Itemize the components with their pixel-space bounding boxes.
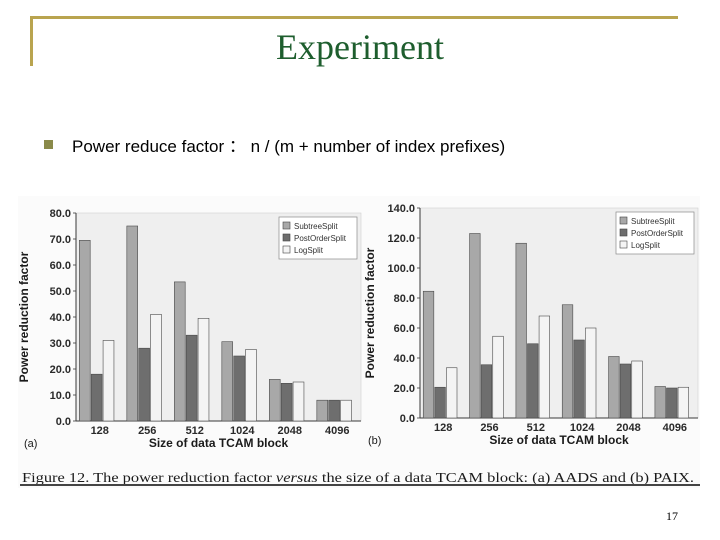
chart-a-bar-postordersplit xyxy=(233,355,245,422)
slide-frame-left xyxy=(30,16,33,66)
figure: 0.0 10.0 20.0 30.0 40.0 50.0 60.0 70.0 80.0 128 25… xyxy=(18,196,700,488)
chart-b-bar-logsplit xyxy=(585,327,597,419)
slide-frame-top xyxy=(30,16,678,19)
chart-a-bar-logsplit xyxy=(292,381,305,422)
chart-b-bar-logsplit xyxy=(631,360,643,419)
figure-charts: 0.0 10.0 20.0 30.0 40.0 50.0 60.0 70.0 80.0 128 25… xyxy=(18,196,700,488)
chart-a-legend-label: LogSplit xyxy=(294,246,324,255)
chart-b-bar-postordersplit xyxy=(666,387,678,419)
chart-a-ytick-label: 10.0 xyxy=(50,390,71,402)
chart-a-ytick-label: 50.0 xyxy=(50,286,71,298)
chart-a-bar-subtreesplit xyxy=(126,225,138,422)
chart-b-panel-label: (b) xyxy=(368,435,381,447)
chart-a-xtick-label: 1024 xyxy=(230,425,255,437)
chart-b-ytick-label: 40.0 xyxy=(394,353,415,365)
chart-a-y-axis-label: Power reduction factor xyxy=(18,251,31,382)
chart-a-xtick-label: 256 xyxy=(138,425,156,437)
chart-a-legend-box xyxy=(278,216,358,260)
chart-a-bar-postordersplit xyxy=(280,383,293,422)
chart-b-xtick-label: 128 xyxy=(434,422,452,434)
chart-b-xtick-label: 256 xyxy=(480,422,498,434)
chart-a-legend-swatch xyxy=(282,221,291,230)
chart-b-bar-subtreesplit xyxy=(422,290,435,419)
chart-a-bar-subtreesplit xyxy=(174,281,186,422)
chart-a-ytick-label: 80.0 xyxy=(50,208,71,220)
chart-b-bar-subtreesplit xyxy=(608,356,620,419)
chart-a-xtick-label: 512 xyxy=(186,425,204,437)
figure-caption-part: versus xyxy=(276,471,318,486)
chart-b-bar-postordersplit xyxy=(434,386,446,419)
chart-b-bar-logsplit xyxy=(538,315,550,419)
chart-b-bar-logsplit xyxy=(446,367,458,419)
chart-b-xtick-label: 2048 xyxy=(616,422,640,434)
chart-a-legend-swatch xyxy=(282,233,291,242)
chart-b-bar-subtreesplit xyxy=(654,386,666,419)
chart-a-xtick-label: 2048 xyxy=(278,425,302,437)
figure-caption-part: the size of a data TCAM block: (a) AADS … xyxy=(318,471,694,486)
chart-a-legend-label: PostOrderSplit xyxy=(294,234,347,243)
chart-b-bar-postordersplit xyxy=(573,339,585,419)
chart-b-bar-postordersplit xyxy=(480,364,493,419)
chart-a-xtick-label: 4096 xyxy=(325,425,349,437)
chart-b-legend-swatch xyxy=(619,228,628,237)
chart-b-bar-subtreesplit xyxy=(561,304,574,419)
chart-a-ytick-label: 70.0 xyxy=(50,234,71,246)
chart-b-bar-logsplit xyxy=(492,335,504,419)
chart-b-y-axis-label: Power reduction factor xyxy=(363,247,377,378)
chart-a-bar-logsplit xyxy=(340,399,352,422)
chart-a-ytick-label: 0.0 xyxy=(56,416,71,428)
chart-a-legend-swatch xyxy=(282,245,291,254)
figure-caption: Figure 12. The power reduction factor ve… xyxy=(22,471,694,486)
chart-a-bar-postordersplit xyxy=(185,334,198,422)
chart-b-bar-subtreesplit xyxy=(515,242,527,419)
chart-a-ytick-label: 40.0 xyxy=(50,312,71,324)
chart-b-ytick-label: 120.0 xyxy=(387,233,415,245)
chart-b-ytick-label: 20.0 xyxy=(394,383,415,395)
chart-b-ytick-label: 80.0 xyxy=(394,293,415,305)
chart-b-legend-swatch xyxy=(619,240,628,249)
chart-a-ytick-label: 30.0 xyxy=(50,338,71,350)
chart-b-ytick-label: 0.0 xyxy=(400,413,415,425)
chart-a-bar-subtreesplit xyxy=(79,239,91,422)
chart-b-bar-postordersplit xyxy=(527,343,539,419)
caption-rule xyxy=(20,484,700,486)
chart-a-ytick-label: 60.0 xyxy=(50,260,71,272)
chart-a-bar-subtreesplit xyxy=(269,379,281,422)
chart-a-bar-subtreesplit xyxy=(221,341,233,422)
chart-b-legend-label: PostOrderSplit xyxy=(631,229,684,238)
bullet-square-icon xyxy=(44,140,53,149)
page-number: 17 xyxy=(666,509,678,523)
chart-a-xtick-label: 128 xyxy=(91,425,109,437)
chart-a-bar-subtreesplit xyxy=(316,399,329,422)
bullet-text: Power reduce factor ： n / (m + number of… xyxy=(72,137,506,156)
chart-b-bar-logsplit xyxy=(677,386,689,419)
chart-a-ytick-label: 20.0 xyxy=(50,364,71,376)
chart-a-bar-logsplit xyxy=(150,314,162,422)
chart-b-legend-label: LogSplit xyxy=(631,241,661,250)
figure-caption-part: Figure 12. The power reduction factor xyxy=(22,471,276,486)
chart-b-ytick-label: 140.0 xyxy=(387,203,415,215)
chart-b-bar-subtreesplit xyxy=(469,233,481,419)
chart-b-ytick-label: 100.0 xyxy=(387,263,415,275)
chart-b-x-axis-label: Size of data TCAM block xyxy=(489,433,629,447)
chart-a-x-axis-label: Size of data TCAM block xyxy=(149,436,289,450)
chart-b-xtick-label: 512 xyxy=(527,422,545,434)
chart-a-bar-logsplit xyxy=(245,349,257,422)
chart-a-legend-label: SubtreeSplit xyxy=(294,222,338,231)
slide-title: Experiment xyxy=(276,27,444,67)
chart-b-legend-swatch xyxy=(619,216,628,225)
chart-a-bar-postordersplit xyxy=(328,399,340,422)
chart-a-panel-label: (a) xyxy=(24,438,37,450)
chart-a-bar-postordersplit xyxy=(90,373,103,422)
chart-b-legend-label: SubtreeSplit xyxy=(631,217,675,226)
chart-b-xtick-label: 1024 xyxy=(570,422,595,434)
chart-a-bar-logsplit xyxy=(102,340,115,422)
chart-b-bar-postordersplit xyxy=(619,363,632,419)
chart-a-bar-logsplit xyxy=(197,318,210,422)
chart-b-xtick-label: 4096 xyxy=(663,422,687,434)
chart-a-bar-postordersplit xyxy=(138,347,150,422)
chart-b-legend-box xyxy=(615,211,695,255)
chart-b-ytick-label: 60.0 xyxy=(394,323,415,335)
